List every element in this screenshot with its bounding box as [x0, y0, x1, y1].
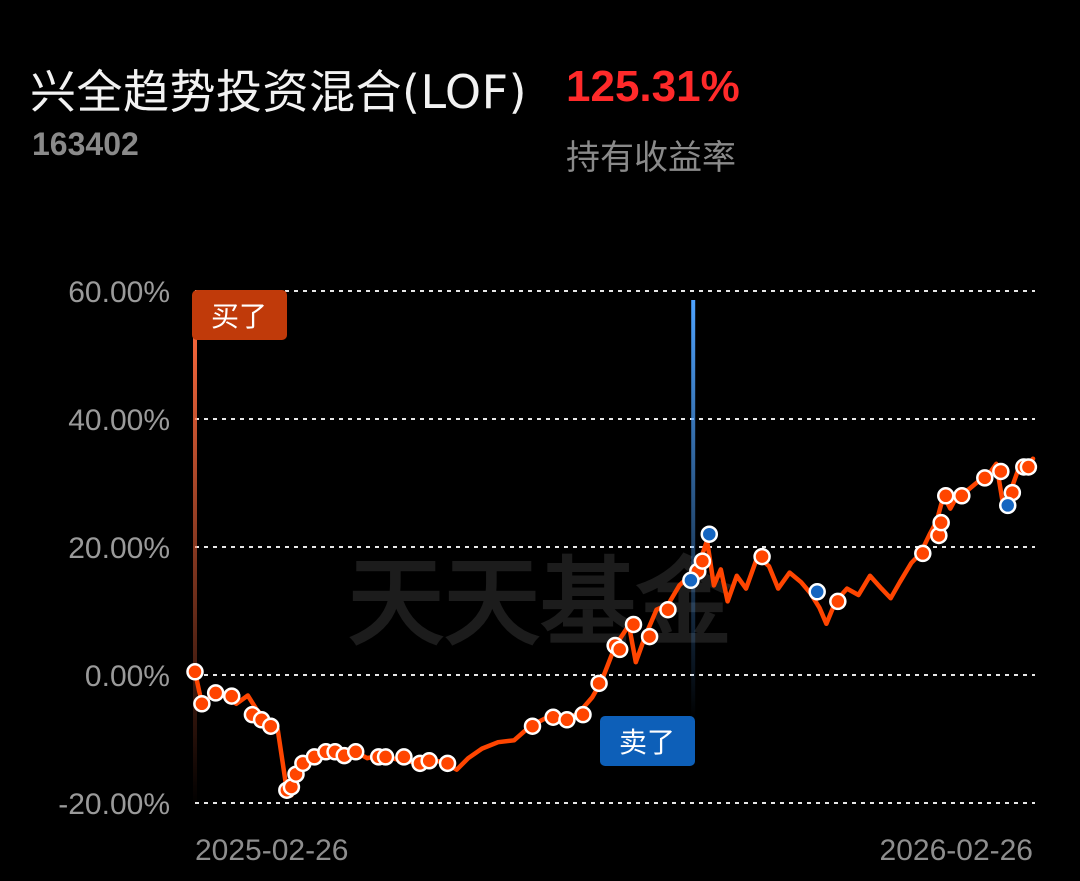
buy-point[interactable]: [346, 743, 365, 761]
buy-point[interactable]: [262, 717, 280, 735]
buy-point[interactable]: [574, 705, 592, 724]
fund-name: 兴全趋势投资混合(LOF): [30, 65, 528, 119]
buy-tag-label: 买了: [211, 300, 267, 333]
buy-point[interactable]: [932, 513, 950, 532]
buy-point[interactable]: [395, 748, 413, 766]
x-tick-label: 2026-02-26: [880, 834, 1033, 867]
x-tick-label: 2025-02-26: [195, 834, 348, 867]
buy-point[interactable]: [624, 615, 643, 634]
buy-point[interactable]: [610, 640, 629, 659]
y-tick-label: 60.00%: [68, 276, 170, 309]
buy-point[interactable]: [438, 754, 457, 773]
sell-marker-line: [691, 300, 696, 720]
fund-code: 163402: [32, 126, 139, 162]
buy-point[interactable]: [206, 684, 225, 702]
sell-tag-label: 卖了: [619, 726, 675, 759]
buy-point[interactable]: [829, 592, 847, 611]
holding-return-value: 125.31%: [566, 62, 740, 111]
buy-point[interactable]: [1019, 458, 1038, 476]
buy-point[interactable]: [914, 544, 932, 563]
buy-point[interactable]: [420, 752, 438, 770]
buy-marker-line: [193, 337, 197, 807]
buy-point[interactable]: [659, 600, 677, 619]
buy-point[interactable]: [640, 627, 659, 646]
buy-point[interactable]: [544, 708, 562, 726]
buy-point[interactable]: [186, 663, 204, 681]
sell-point[interactable]: [682, 571, 700, 590]
buy-point[interactable]: [222, 687, 241, 705]
buy-point[interactable]: [937, 487, 955, 505]
sell-point[interactable]: [998, 496, 1017, 515]
y-tick-label: -20.00%: [58, 788, 170, 821]
buy-point[interactable]: [193, 695, 211, 713]
buy-point[interactable]: [376, 748, 395, 766]
sell-point[interactable]: [808, 583, 826, 601]
y-tick-label: 20.00%: [68, 532, 170, 565]
buy-point[interactable]: [523, 717, 542, 735]
buy-point[interactable]: [558, 711, 576, 729]
buy-point[interactable]: [992, 462, 1010, 481]
watermark: 天天基金: [348, 547, 733, 659]
buy-point[interactable]: [693, 552, 712, 570]
buy-point[interactable]: [976, 469, 994, 487]
y-tick-label: 0.00%: [85, 660, 170, 693]
sell-tag: 卖了: [600, 716, 695, 766]
y-tick-label: 40.00%: [68, 404, 170, 437]
buy-point[interactable]: [590, 674, 608, 693]
buy-point[interactable]: [953, 487, 971, 505]
buy-tag: 买了: [192, 290, 287, 340]
buy-point[interactable]: [753, 547, 771, 566]
holding-return-label: 持有收益率: [566, 138, 736, 178]
sell-point[interactable]: [700, 525, 719, 543]
